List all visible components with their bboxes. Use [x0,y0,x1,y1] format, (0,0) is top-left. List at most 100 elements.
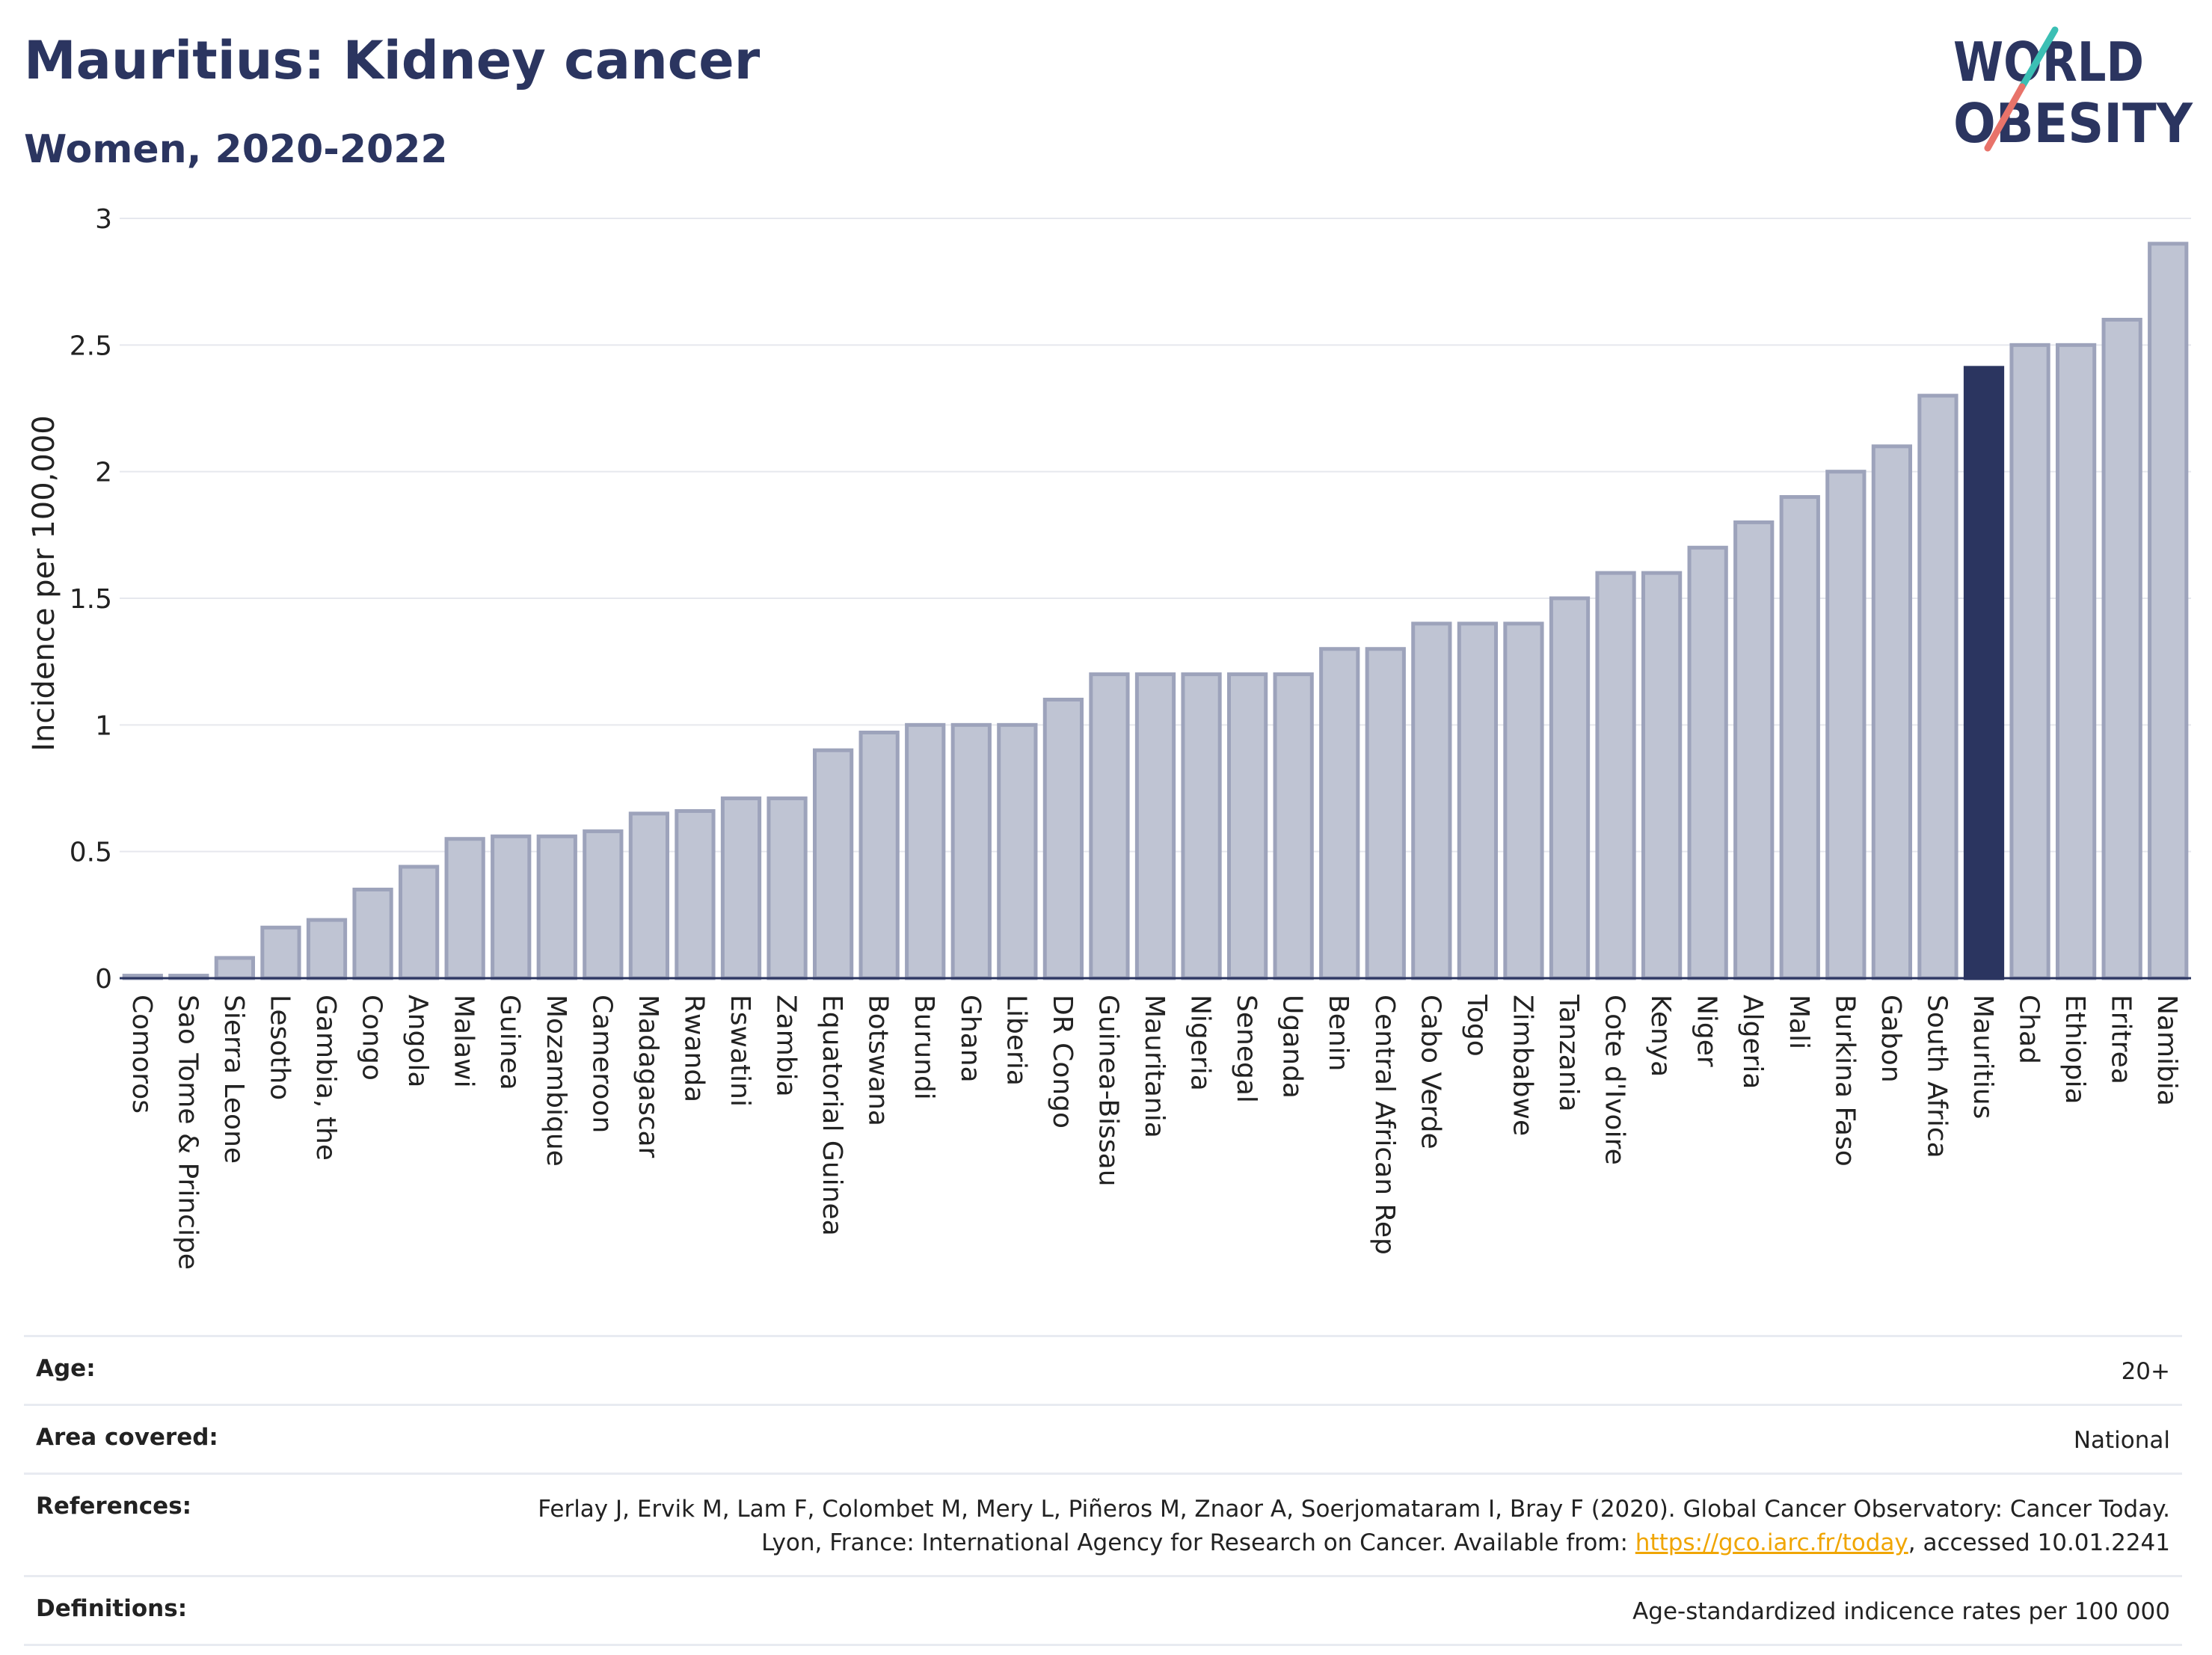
bar-gabon [1871,444,1913,980]
x-tick-label: Eswatini [725,995,755,1107]
bar-cote-d-ivoire [1595,571,1636,980]
reference-accessed: , accessed 10.01.2241 [1908,1529,2170,1556]
x-tick-label: Benin [1323,995,1354,1071]
bar-lesotho [260,925,301,980]
footer-label: References: [36,1492,192,1520]
bar-kenya [1641,571,1683,980]
bar-cabo-verde [1411,621,1452,980]
reference-text: Ferlay J, Ervik M, Lam F, Colombet M, Me… [538,1495,2170,1556]
bar-niger [1687,545,1728,980]
x-tick-label: Gambia, the [310,995,341,1161]
x-tick-labels: Comoros Sao Tome & Principe Sierra Leone Le… [126,994,2182,1270]
x-tick-label: Central African Rep [1369,995,1400,1255]
x-tick-label: Burkina Faso [1829,995,1860,1167]
x-tick-label: Burundi [909,995,939,1100]
footer-value: 20+ [2121,1358,2170,1385]
x-tick-label: Mauritania [1139,995,1170,1138]
x-tick-label: Ethiopia [2059,995,2090,1105]
reference-link[interactable]: https://gco.iarc.fr/today [1635,1529,1908,1556]
x-tick-label: Nigeria [1185,995,1216,1091]
x-tick-label: Togo [1461,994,1492,1057]
bar-guinea [491,834,532,980]
x-tick-label: Mauritius [1967,995,1998,1119]
bar-mali [1779,495,1820,980]
bar-dr-congo [1042,697,1084,980]
bar-equatorial-guinea [812,748,854,980]
bar-central-african-rep [1365,647,1406,980]
x-tick-label: Zimbabwe [1507,995,1537,1136]
x-tick-label: Zambia [771,995,802,1097]
y-tick-labels: 0 0.5 1 1.5 2 2.5 3 [70,204,112,995]
footer-label: Age: [36,1355,96,1382]
x-tick-label: Guinea [494,995,525,1090]
bar-burkina-faso [1825,470,1867,980]
x-tick-label: DR Congo [1047,995,1078,1129]
bar-south-africa [1917,393,1958,980]
footer-value: National [2073,1426,2170,1454]
bar-eritrea [2101,317,2142,980]
bar-liberia [997,722,1038,980]
page-title: Mauritius: Kidney cancer [24,30,761,91]
x-tick-label: Ghana [955,995,986,1083]
bar-eswatini [720,796,762,980]
bar-mozambique [536,834,577,980]
bar-zimbabwe [1503,621,1544,980]
x-tick-label: Gabon [1875,995,1906,1083]
footer-value: Age-standardized indicence rates per 100… [1632,1597,2170,1625]
bar-botswana [858,730,900,980]
bar-sierra-leone [214,956,256,980]
footer-row-area: Area covered: National [24,1403,2182,1473]
x-tick-label: Cabo Verde [1415,995,1446,1149]
y-tick-label: 2 [95,458,112,488]
x-tick-label: Cameroon [586,995,617,1133]
footer-row-age: Age: 20+ [24,1335,2182,1404]
bar-uganda [1273,672,1314,980]
x-tick-label: Niger [1692,995,1722,1067]
bar-chart: 0 0.5 1 1.5 2 2.5 3 Incidence per 100,000 Como… [27,204,2191,1270]
x-tick-label: Madagascar [633,995,663,1158]
x-tick-label: Tanzania [1553,994,1584,1112]
bar-gambia-the [306,918,348,980]
x-tick-label: Guinea-Bissau [1093,995,1123,1187]
bar-angola [398,865,440,980]
x-tick-label: Mali [1784,995,1814,1049]
bar-zambia [766,796,808,980]
bar-ghana [950,722,992,980]
x-tick-label: Equatorial Guinea [817,995,847,1236]
x-tick-label: Botswana [863,995,894,1126]
bar-mauritania [1134,672,1176,980]
bar-malawi [444,837,485,980]
x-tick-label: Kenya [1645,995,1676,1077]
footer-row-definitions: Definitions: Age-standardized indicence … [24,1574,2182,1646]
x-tick-label: Uganda [1277,995,1308,1099]
bar-tanzania [1549,596,1591,980]
bar-madagascar [628,811,670,980]
x-tick-label: Sierra Leone [218,995,249,1164]
bar-nigeria [1181,672,1222,980]
page-subtitle: Women, 2020-2022 [24,127,448,172]
y-tick-label: 1 [95,710,112,741]
x-tick-label: Sao Tome & Principe [172,995,203,1270]
y-tick-label: 1.5 [70,584,112,615]
x-tick-label: Liberia [1001,995,1031,1086]
y-tick-label: 0.5 [70,838,112,868]
x-tick-label: Chad [2014,995,2044,1064]
x-tick-label: Senegal [1231,995,1262,1103]
bar-chad [2009,343,2050,980]
bar-rwanda [675,808,716,980]
bars [122,242,2189,980]
x-tick-label: Algeria [1737,995,1768,1090]
x-tick-label: Rwanda [678,995,709,1102]
x-tick-label: Comoros [126,995,157,1114]
bar-namibia [2148,242,2189,980]
footer-value: Ferlay J, Ervik M, Lam F, Colombet M, Me… [525,1493,2170,1560]
y-tick-label: 3 [95,204,112,235]
footer-label: Area covered: [36,1423,218,1451]
bar-mauritius [1963,366,2005,980]
bar-togo [1457,621,1499,980]
footer-row-references: References: Ferlay J, Ervik M, Lam F, Co… [24,1472,2182,1575]
y-axis-label: Incidence per 100,000 [27,415,61,752]
footer-label: Definitions: [36,1594,188,1622]
x-tick-label: Cote d'Ivoire [1600,995,1630,1165]
x-tick-label: Eritrea [2106,995,2136,1084]
